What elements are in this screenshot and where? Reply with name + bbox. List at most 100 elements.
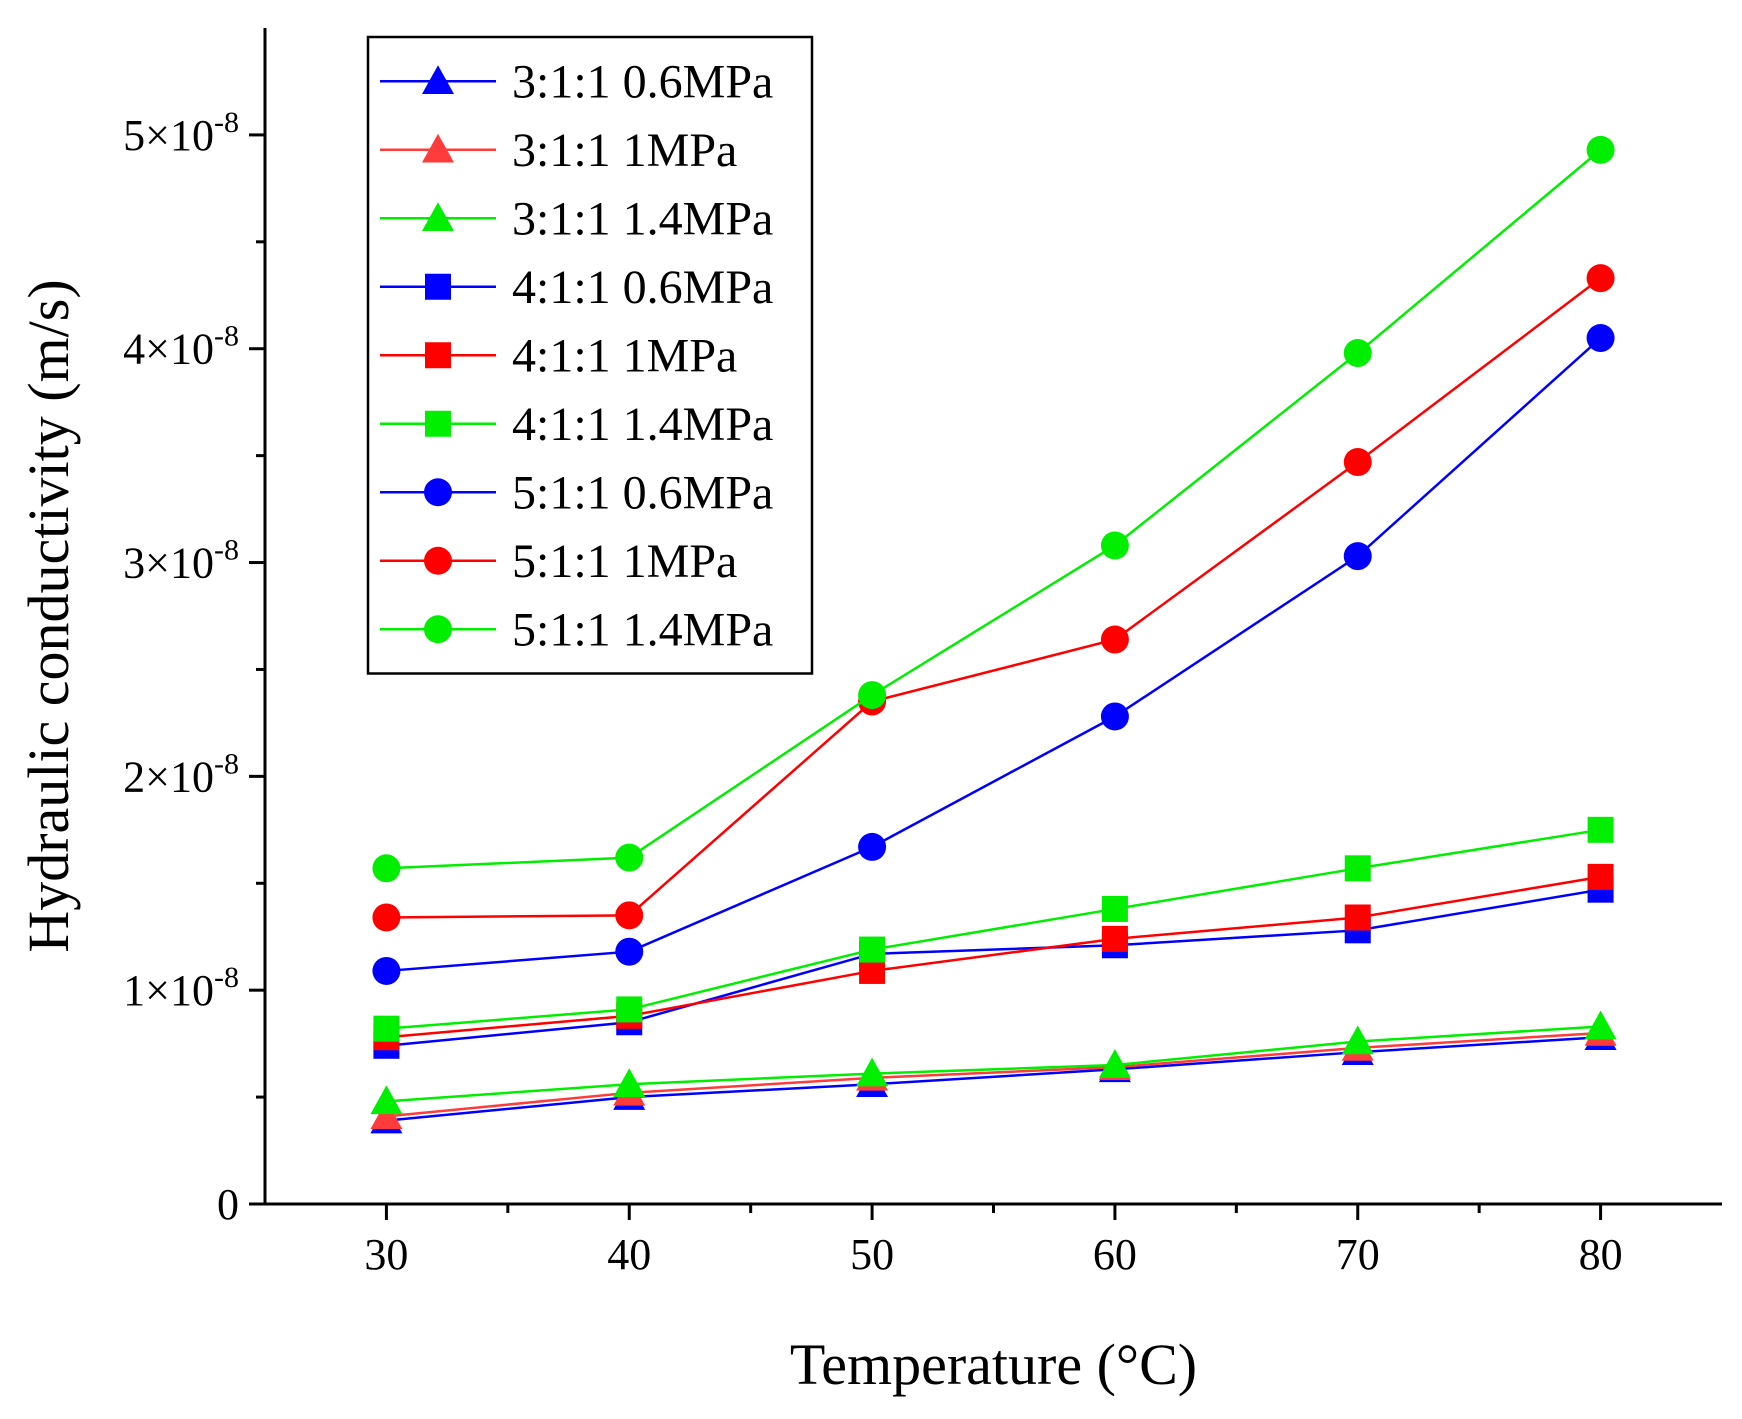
legend-items: 3:1:1 0.6MPa 3:1:1 1MPa 3:1:1 1.4MPa 4:1:1 … — [380, 55, 773, 656]
legend-item: 4:1:1 0.6MPa — [380, 261, 773, 314]
data-point-square — [373, 1015, 400, 1042]
data-point-square — [1587, 863, 1614, 890]
data-point-circle — [1586, 324, 1615, 353]
legend-label: 5:1:1 1MPa — [512, 535, 737, 588]
series-3 — [373, 876, 1614, 1059]
legend-marker-triangle — [422, 133, 454, 163]
data-point-circle — [1100, 702, 1129, 731]
y-tick-label: 1×10-8 — [123, 961, 239, 1015]
y-tick-exponent: -8 — [214, 534, 239, 567]
x-tick-label: 70 — [1336, 1230, 1380, 1279]
data-point-circle — [858, 832, 887, 861]
y-tick-mantissa: 5×10 — [123, 111, 214, 160]
legend-marker-square — [425, 273, 451, 300]
y-tick-label: 4×10-8 — [123, 320, 239, 374]
data-point-square — [1101, 925, 1128, 952]
data-point-circle — [1343, 542, 1372, 571]
x-tick-label: 40 — [607, 1230, 651, 1279]
legend-label: 3:1:1 1.4MPa — [512, 192, 773, 245]
series-line — [386, 828, 1601, 1030]
series-5 — [373, 816, 1614, 1042]
legend-item: 5:1:1 0.6MPa — [380, 466, 773, 519]
legend-marker-triangle — [422, 65, 454, 95]
y-tick-mantissa: 1×10 — [123, 966, 214, 1015]
data-point-circle — [615, 901, 644, 930]
data-point-circle — [372, 903, 401, 932]
series-line — [386, 1031, 1601, 1118]
data-point-circle — [1100, 531, 1129, 560]
data-point-square — [1101, 895, 1128, 922]
data-point-circle — [1343, 339, 1372, 368]
y-tick-mantissa: 2×10 — [123, 752, 214, 801]
data-point-circle — [615, 843, 644, 872]
legend-label: 5:1:1 1.4MPa — [512, 603, 773, 656]
y-tick-exponent: -8 — [214, 747, 239, 780]
axes: 01×10-82×10-83×10-84×10-85×10-8 30 40 50 60… — [123, 28, 1722, 1279]
plot-area — [370, 135, 1617, 1134]
series-line — [386, 148, 1602, 870]
series-layer — [370, 135, 1617, 1134]
y-ticks: 01×10-82×10-83×10-84×10-85×10-8 — [123, 106, 265, 1229]
y-tick-label: 0 — [217, 1180, 239, 1229]
data-point-circle — [1586, 264, 1615, 293]
series-line — [386, 1035, 1601, 1122]
legend-item: 3:1:1 1.4MPa — [380, 192, 773, 245]
x-tick-label: 60 — [1093, 1230, 1137, 1279]
data-point-triangle — [1584, 1010, 1617, 1040]
data-point-circle — [372, 854, 401, 883]
data-point-circle — [1100, 625, 1129, 654]
legend-label: 4:1:1 1.4MPa — [512, 398, 773, 451]
y-tick-label: 5×10-8 — [123, 106, 239, 160]
legend-marker-square — [425, 342, 451, 369]
x-tick-label: 50 — [850, 1230, 894, 1279]
legend-marker-circle — [424, 546, 452, 575]
data-point-square — [616, 996, 643, 1023]
series-line — [386, 875, 1601, 1039]
y-tick-label: 2×10-8 — [123, 747, 239, 801]
data-point-triangle — [613, 1068, 646, 1098]
data-point-triangle — [370, 1100, 403, 1130]
x-tick-label: 30 — [364, 1230, 408, 1279]
y-tick-exponent: -8 — [214, 961, 239, 994]
x-ticks: 30 40 50 60 70 80 — [364, 1204, 1623, 1279]
legend-item: 5:1:1 1MPa — [380, 535, 737, 588]
legend-marker-square — [425, 410, 451, 437]
series-line — [386, 277, 1602, 919]
series-line — [386, 337, 1602, 973]
legend-item: 4:1:1 1MPa — [380, 329, 737, 382]
series-line — [386, 1025, 1601, 1103]
legend: 3:1:1 0.6MPa 3:1:1 1MPa 3:1:1 1.4MPa 4:1:1 … — [366, 35, 814, 675]
legend-item: 3:1:1 1MPa — [380, 124, 737, 177]
data-point-circle — [615, 937, 644, 966]
legend-label: 4:1:1 0.6MPa — [512, 261, 773, 314]
data-point-square — [1587, 816, 1614, 843]
series-line — [386, 888, 1601, 1048]
data-point-triangle — [370, 1085, 403, 1115]
data-point-triangle — [1098, 1049, 1131, 1078]
series-6 — [372, 324, 1615, 985]
series-8 — [372, 135, 1615, 883]
data-point-square — [859, 936, 886, 963]
series-1 — [370, 1016, 1617, 1130]
y-tick-label: 3×10-8 — [123, 534, 239, 588]
data-point-circle — [372, 956, 401, 985]
legend-item: 5:1:1 1.4MPa — [380, 603, 773, 656]
y-tick-mantissa: 4×10 — [123, 325, 214, 374]
legend-item: 3:1:1 0.6MPa — [380, 55, 773, 108]
y-tick-exponent: -8 — [214, 320, 239, 353]
legend-label: 3:1:1 1MPa — [512, 124, 737, 177]
x-axis-title: Temperature (°C) — [790, 1332, 1197, 1397]
x-tick-label: 80 — [1579, 1230, 1623, 1279]
data-point-circle — [1343, 448, 1372, 477]
y-tick-mantissa: 3×10 — [123, 539, 214, 588]
data-point-square — [1344, 855, 1371, 882]
data-point-triangle — [856, 1057, 889, 1087]
legend-label: 5:1:1 0.6MPa — [512, 466, 773, 519]
legend-item: 4:1:1 1.4MPa — [380, 398, 773, 451]
legend-marker-triangle — [422, 202, 454, 232]
series-2 — [370, 1010, 1617, 1115]
y-tick-mantissa: 0 — [217, 1180, 239, 1229]
legend-marker-circle — [424, 478, 452, 507]
data-point-circle — [1586, 135, 1615, 164]
